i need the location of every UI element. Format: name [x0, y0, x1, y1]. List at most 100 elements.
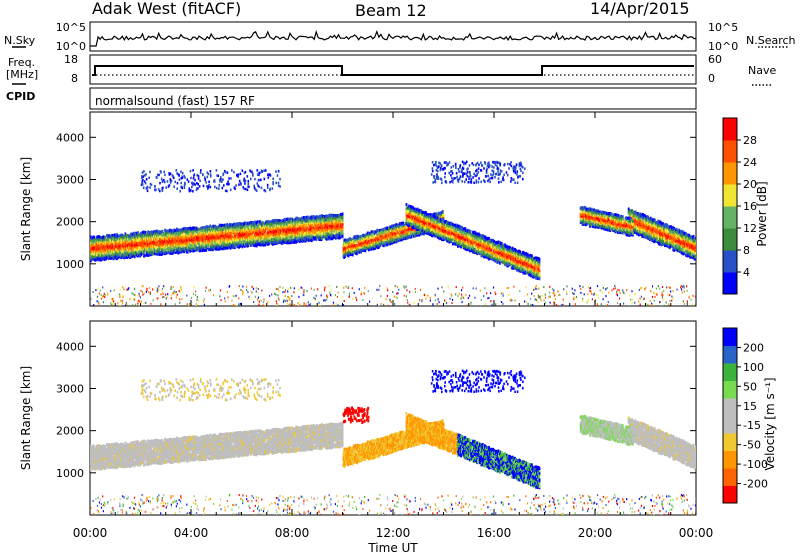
range-cell: [179, 228, 181, 232]
range-cell: [343, 242, 346, 246]
noise-panel: [89, 21, 697, 52]
range-cell: [441, 224, 444, 228]
range-cell: [245, 232, 248, 236]
range-cell: [106, 255, 108, 259]
range-cell: [249, 235, 252, 239]
range-cell: [242, 235, 245, 238]
range-cell: [164, 247, 167, 251]
range-cell: [249, 241, 252, 245]
range-cell: [174, 229, 176, 233]
range-cell: [308, 218, 311, 222]
range-cell: [132, 241, 135, 245]
range-cell: [252, 224, 255, 227]
range-cell: [182, 244, 185, 248]
range-cell: [442, 215, 445, 219]
range-cell: [201, 243, 204, 247]
range-cell: [441, 234, 444, 238]
range-cell: [455, 236, 458, 240]
range-cell: [258, 220, 261, 224]
range-cell: [382, 240, 385, 244]
range-cell: [274, 232, 277, 236]
range-cell: [441, 210, 444, 213]
range-cell: [175, 241, 178, 245]
range-cell: [432, 216, 435, 220]
range-cell: [148, 250, 151, 254]
range-cell: [383, 243, 386, 247]
range-cell: [302, 216, 305, 219]
range-cell: [409, 214, 412, 218]
range-cell: [308, 238, 311, 242]
range-cell: [186, 231, 189, 235]
range-cell: [247, 242, 250, 246]
range-cell: [148, 241, 151, 245]
range-cell: [359, 235, 362, 239]
range-cell: [196, 233, 199, 237]
range-cell: [183, 250, 186, 254]
range-cell: [108, 254, 111, 258]
range-cell: [164, 244, 167, 248]
range-cell: [233, 231, 236, 235]
range-cell: [143, 250, 145, 254]
range-cell: [185, 250, 188, 254]
range-cell: [122, 234, 124, 238]
range-cell: [425, 226, 427, 230]
range-cell: [231, 235, 234, 239]
range-cell: [292, 222, 295, 226]
range-cell: [90, 257, 92, 261]
range-cell: [318, 219, 321, 223]
range-cell: [442, 230, 445, 234]
range-cell: [448, 226, 451, 230]
range-cell: [341, 212, 344, 216]
range-cell: [451, 223, 454, 227]
range-cell: [260, 241, 262, 245]
range-cell: [246, 224, 249, 228]
range-cell: [208, 240, 211, 244]
range-cell: [327, 231, 330, 235]
range-cell: [217, 233, 220, 237]
range-cell: [407, 214, 410, 218]
range-cell: [382, 238, 385, 242]
range-cell: [424, 222, 426, 226]
range-cell: [327, 217, 330, 221]
range-cell: [401, 228, 404, 232]
range-cell: [434, 227, 436, 231]
range-cell: [411, 217, 414, 221]
range-cell: [223, 234, 226, 238]
range-cell: [393, 233, 396, 237]
range-cell: [343, 254, 346, 258]
range-cell: [308, 221, 311, 225]
range-cell: [441, 236, 444, 240]
range-cell: [351, 253, 354, 257]
range-cell: [183, 236, 186, 240]
range-cell: [208, 226, 211, 230]
range-cell: [142, 242, 144, 246]
range-cell: [274, 221, 277, 225]
range-cell: [144, 230, 147, 234]
range-cell: [341, 214, 344, 218]
range-cell: [345, 246, 348, 250]
range-cell: [410, 235, 413, 239]
range-cell: [258, 230, 261, 234]
range-cell: [444, 237, 447, 241]
range-cell: [431, 218, 434, 222]
range-cell: [132, 246, 135, 250]
range-cell: [457, 233, 460, 237]
range-cell: [450, 240, 452, 244]
range-cell: [407, 206, 410, 210]
range-cell: [217, 231, 220, 234]
range-cell: [233, 237, 236, 241]
range-cell: [267, 228, 270, 232]
range-cell: [269, 227, 272, 231]
range-cell: [219, 230, 222, 234]
range-cell: [207, 233, 210, 237]
range-cell: [154, 244, 156, 248]
range-cell: [249, 221, 252, 224]
range-cell: [393, 223, 396, 227]
range-cell: [438, 211, 441, 215]
range-cell: [215, 231, 218, 235]
range-cell: [354, 236, 357, 240]
range-cell: [230, 242, 233, 246]
range-cell: [124, 232, 127, 236]
range-cell: [324, 218, 327, 222]
range-cell: [221, 247, 224, 251]
